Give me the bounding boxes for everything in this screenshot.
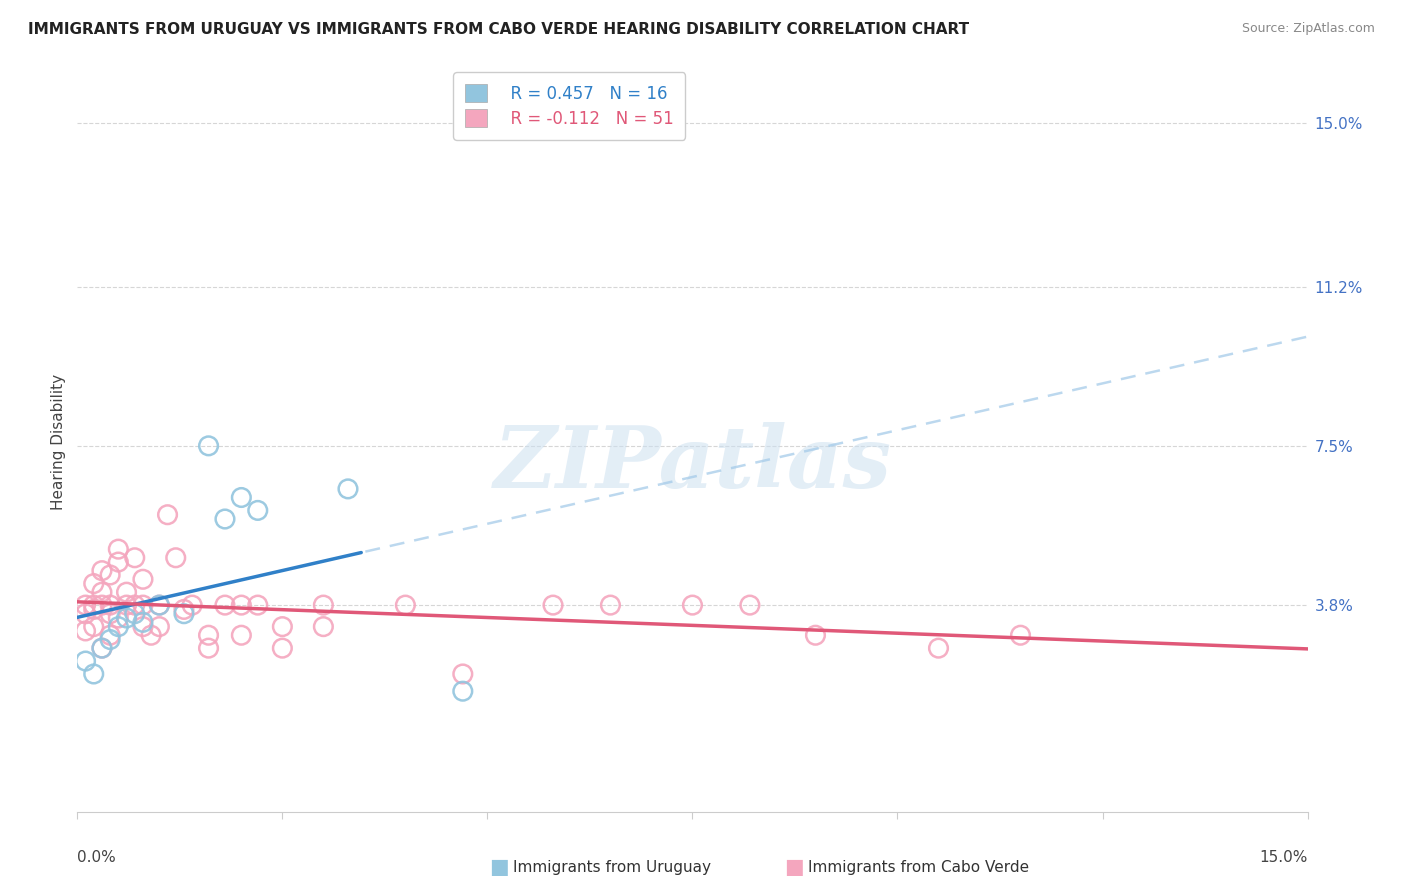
Point <box>98 598 121 612</box>
Point <box>98 628 121 642</box>
Text: ■: ■ <box>489 857 509 877</box>
Text: IMMIGRANTS FROM URUGUAY VS IMMIGRANTS FROM CABO VERDE HEARING DISABILITY CORRELA: IMMIGRANTS FROM URUGUAY VS IMMIGRANTS FR… <box>28 22 969 37</box>
Point <box>214 598 236 612</box>
Point <box>214 512 236 526</box>
Text: ■: ■ <box>785 857 804 877</box>
Point <box>132 615 155 630</box>
Point <box>312 619 335 633</box>
Point <box>107 611 129 625</box>
Point <box>173 607 195 621</box>
Point <box>141 628 163 642</box>
Point <box>75 598 97 612</box>
Point <box>148 598 170 612</box>
Point <box>231 491 253 505</box>
Point <box>107 619 129 633</box>
Point <box>124 550 146 565</box>
Text: Immigrants from Uruguay: Immigrants from Uruguay <box>513 860 711 874</box>
Point <box>124 607 146 621</box>
Point <box>83 598 105 612</box>
Text: ZIPatlas: ZIPatlas <box>494 422 891 506</box>
Point <box>271 619 294 633</box>
Point <box>246 503 269 517</box>
Point <box>115 611 138 625</box>
Point <box>804 628 827 642</box>
Point <box>738 598 761 612</box>
Point <box>75 607 97 621</box>
Point <box>165 550 187 565</box>
Point <box>75 624 97 638</box>
Point <box>197 439 219 453</box>
Point <box>107 542 129 557</box>
Point <box>107 555 129 569</box>
Point <box>599 598 621 612</box>
Point <box>148 598 170 612</box>
Point <box>90 641 114 656</box>
Text: Immigrants from Cabo Verde: Immigrants from Cabo Verde <box>808 860 1029 874</box>
Point <box>83 667 105 681</box>
Point <box>115 585 138 599</box>
Point <box>148 619 170 633</box>
Point <box>231 598 253 612</box>
Point <box>928 641 950 656</box>
Point <box>197 641 219 656</box>
Point <box>115 598 138 612</box>
Point <box>98 568 121 582</box>
Point <box>337 482 360 496</box>
Point <box>156 508 179 522</box>
Point <box>173 602 195 616</box>
Point <box>451 684 474 698</box>
Point <box>132 598 155 612</box>
Point <box>90 641 114 656</box>
Point <box>197 628 219 642</box>
Legend:   R = 0.457   N = 16,   R = -0.112   N = 51: R = 0.457 N = 16, R = -0.112 N = 51 <box>453 72 686 140</box>
Text: 15.0%: 15.0% <box>1260 850 1308 865</box>
Point <box>132 619 155 633</box>
Point <box>83 576 105 591</box>
Text: 0.0%: 0.0% <box>77 850 117 865</box>
Point <box>271 641 294 656</box>
Point <box>90 598 114 612</box>
Point <box>83 619 105 633</box>
Point <box>98 632 121 647</box>
Point <box>451 667 474 681</box>
Point <box>90 564 114 578</box>
Point <box>83 602 105 616</box>
Point <box>75 654 97 668</box>
Point <box>132 572 155 586</box>
Text: Source: ZipAtlas.com: Source: ZipAtlas.com <box>1241 22 1375 36</box>
Point <box>394 598 416 612</box>
Point <box>98 607 121 621</box>
Point <box>246 598 269 612</box>
Point <box>124 598 146 612</box>
Point <box>541 598 564 612</box>
Point <box>682 598 704 612</box>
Y-axis label: Hearing Disability: Hearing Disability <box>51 374 66 509</box>
Point <box>90 585 114 599</box>
Point <box>181 598 204 612</box>
Point <box>231 628 253 642</box>
Point <box>312 598 335 612</box>
Point <box>1010 628 1032 642</box>
